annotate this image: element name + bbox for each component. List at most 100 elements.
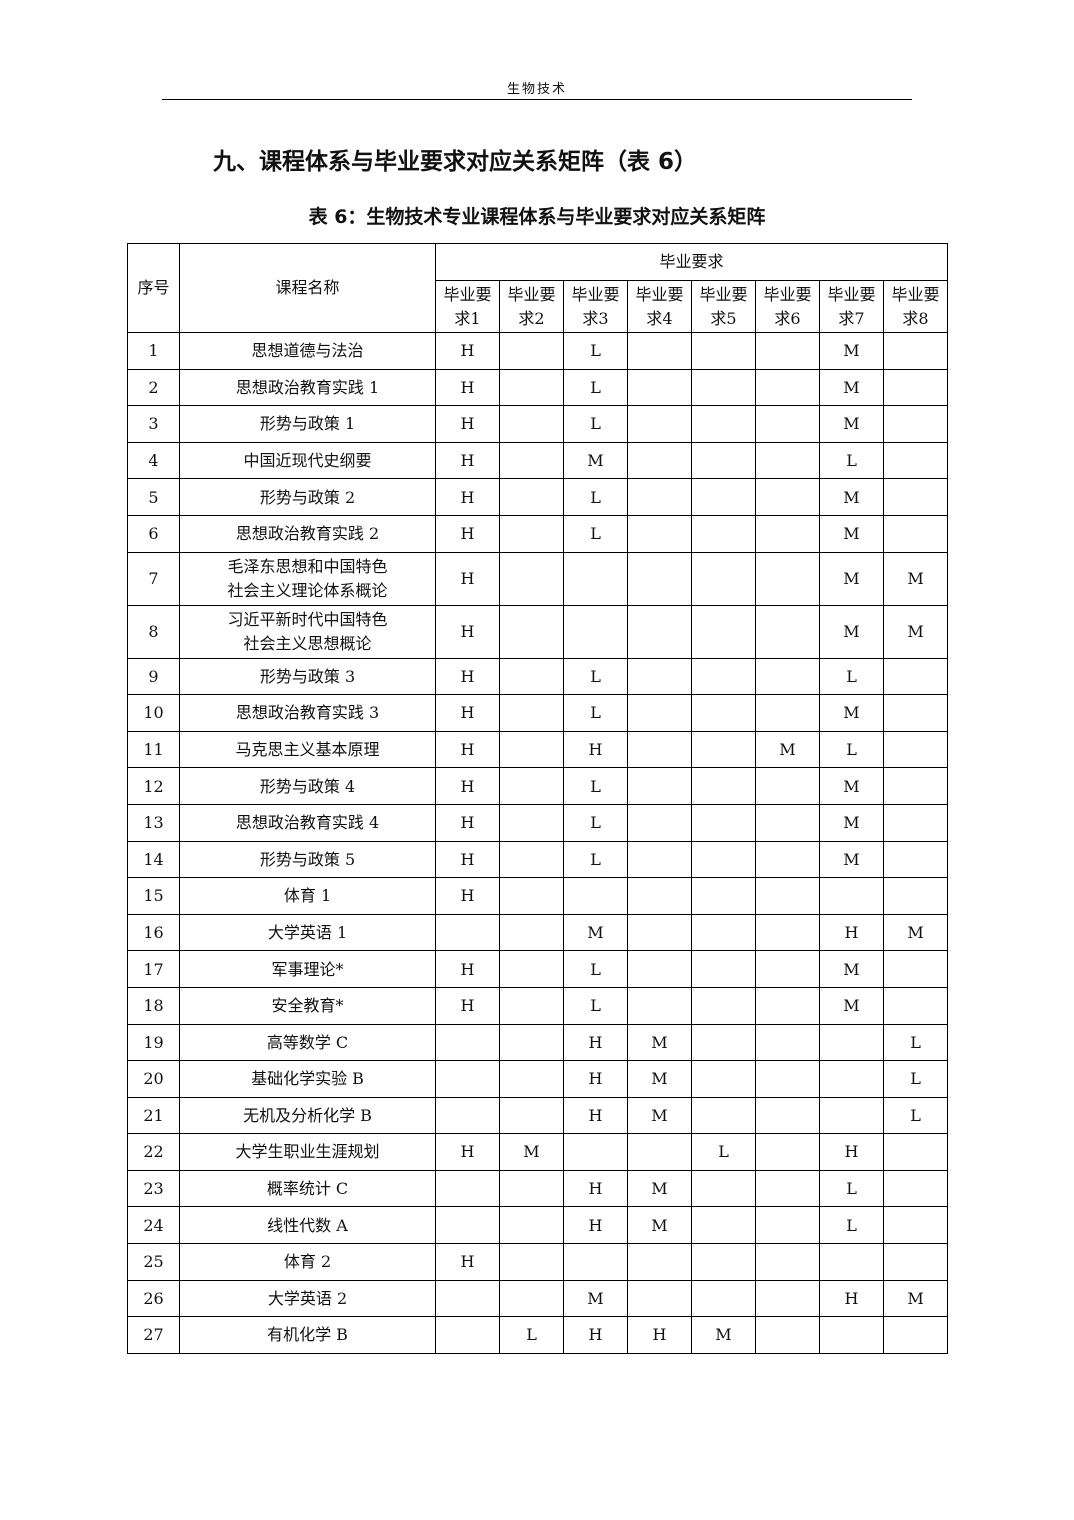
row-index: 17 (127, 950, 180, 988)
requirement-cell-3: L (563, 332, 628, 370)
requirement-cell-7: L (819, 657, 884, 696)
requirement-cell-2 (499, 803, 564, 842)
requirement-cell-6 (755, 1060, 820, 1098)
requirement-cell-8 (882, 767, 949, 805)
requirement-cell-7: H (819, 913, 884, 952)
header-requirement-1: 毕业要 求1 (435, 280, 500, 333)
course-name-text: 毛泽东思想和中国特色 (227, 557, 388, 577)
requirement-cell-5 (691, 657, 756, 696)
table-row: 22 大学生职业生涯规划 H M L H (127, 1133, 949, 1171)
table-row: 25 体育 2 H (127, 1243, 949, 1281)
course-name: 概率统计 C (179, 1169, 436, 1208)
requirement-cell-1 (435, 1023, 500, 1062)
requirement-cell-5 (691, 405, 756, 443)
row-index: 8 (127, 604, 180, 659)
requirement-cell-7: M (819, 332, 884, 370)
requirement-cell-2 (499, 368, 564, 407)
course-name: 大学生职业生涯规划 (179, 1133, 436, 1171)
requirement-cell-7: L (819, 1206, 884, 1245)
requirement-cell-4 (627, 730, 692, 769)
requirement-cell-6 (755, 441, 820, 480)
table-row: 2 思想政治教育实践 1 H L M (127, 368, 949, 407)
requirement-cell-1: H (435, 514, 500, 553)
course-name: 体育 2 (179, 1243, 436, 1281)
requirement-cell-2 (499, 730, 564, 769)
running-header: 生物技术 (506, 82, 567, 97)
course-name-text: 思想政治教育实践 3 (235, 703, 380, 723)
course-name-text: 无机及分析化学 B (243, 1105, 372, 1125)
requirement-cell-7: L (819, 441, 884, 480)
requirement-cell-4: M (627, 1096, 692, 1135)
header-requirement-3: 毕业要 求3 (563, 280, 628, 333)
requirement-cell-4: M (627, 1206, 692, 1245)
course-name-text: 思想政治教育实践 1 (235, 377, 380, 397)
course-name: 大学英语 1 (179, 913, 436, 952)
header-row: 序号 课程名称 毕业要求 (127, 243, 949, 333)
row-index: 4 (127, 441, 180, 480)
requirement-cell-7: M (819, 478, 884, 516)
row-index: 1 (127, 332, 180, 370)
requirement-cell-4 (627, 767, 692, 805)
requirement-cell-2 (499, 840, 564, 879)
requirement-cell-2 (499, 1243, 564, 1281)
requirement-cell-5 (691, 1243, 756, 1281)
requirement-cell-5 (691, 1279, 756, 1318)
requirement-cell-2 (499, 950, 564, 988)
requirement-cell-7: L (819, 1169, 884, 1208)
requirement-cell-6 (755, 1133, 820, 1171)
course-name: 思想政治教育实践 3 (179, 694, 436, 732)
header-requirement-5: 毕业要 求5 (691, 280, 756, 333)
requirement-cell-1 (435, 1060, 500, 1098)
requirement-cell-3: L (563, 405, 628, 443)
requirement-cell-7 (819, 1060, 884, 1098)
requirement-cell-4 (627, 478, 692, 516)
requirement-cell-2 (499, 1206, 564, 1245)
header-text: 毕业要 (507, 285, 556, 305)
requirement-cell-6 (755, 1279, 820, 1318)
table-row: 7 毛泽东思想和中国特色 社会主义理论体系概论 H M M (127, 551, 949, 606)
requirement-cell-6 (755, 405, 820, 443)
requirement-cell-4 (627, 368, 692, 407)
requirement-cell-5 (691, 478, 756, 516)
course-name: 安全教育* (179, 986, 436, 1025)
header-requirement-7: 毕业要 求7 (819, 280, 884, 333)
requirement-cell-6 (755, 604, 820, 659)
table-row: 15 体育 1 H (127, 877, 949, 915)
requirement-cell-1: H (435, 694, 500, 732)
requirement-cell-5 (691, 877, 756, 915)
requirement-cell-7: M (819, 551, 884, 606)
row-index: 14 (127, 840, 180, 879)
course-name: 马克思主义基本原理 (179, 730, 436, 769)
course-name-text: 概率统计 C (266, 1179, 349, 1199)
requirement-cell-7: M (819, 950, 884, 988)
row-index: 16 (127, 913, 180, 952)
header-text: 求4 (646, 308, 673, 328)
requirement-cell-8 (882, 1169, 949, 1208)
requirement-cell-8 (882, 441, 949, 480)
row-index: 11 (127, 730, 180, 769)
requirement-cell-6 (755, 1169, 820, 1208)
course-name-text: 形势与政策 4 (259, 776, 356, 796)
requirement-cell-8 (882, 405, 949, 443)
row-index: 18 (127, 986, 180, 1025)
row-index: 15 (127, 877, 180, 915)
requirement-cell-4 (627, 332, 692, 370)
requirement-cell-7 (819, 1243, 884, 1281)
course-name-text: 形势与政策 2 (259, 487, 356, 507)
requirement-cell-7: M (819, 368, 884, 407)
header-text: 求7 (838, 308, 865, 328)
header-text: 毕业要 (763, 285, 812, 305)
course-name: 形势与政策 4 (179, 767, 436, 805)
course-name: 基础化学实验 B (179, 1060, 436, 1098)
requirement-cell-8 (882, 803, 949, 842)
table-row: 9 形势与政策 3 H L L (127, 657, 949, 696)
requirement-cell-7: M (819, 840, 884, 879)
requirement-cell-8 (882, 1316, 949, 1354)
header-text: 求1 (454, 308, 481, 328)
course-name-text: 思想道德与法治 (251, 341, 364, 361)
requirement-cell-4 (627, 405, 692, 443)
table-caption: 表 6：生物技术专业课程体系与毕业要求对应关系矩阵 (308, 206, 766, 228)
course-name-text: 中国近现代史纲要 (243, 450, 372, 470)
requirement-cell-8: M (882, 913, 949, 952)
requirement-cell-5 (691, 441, 756, 480)
